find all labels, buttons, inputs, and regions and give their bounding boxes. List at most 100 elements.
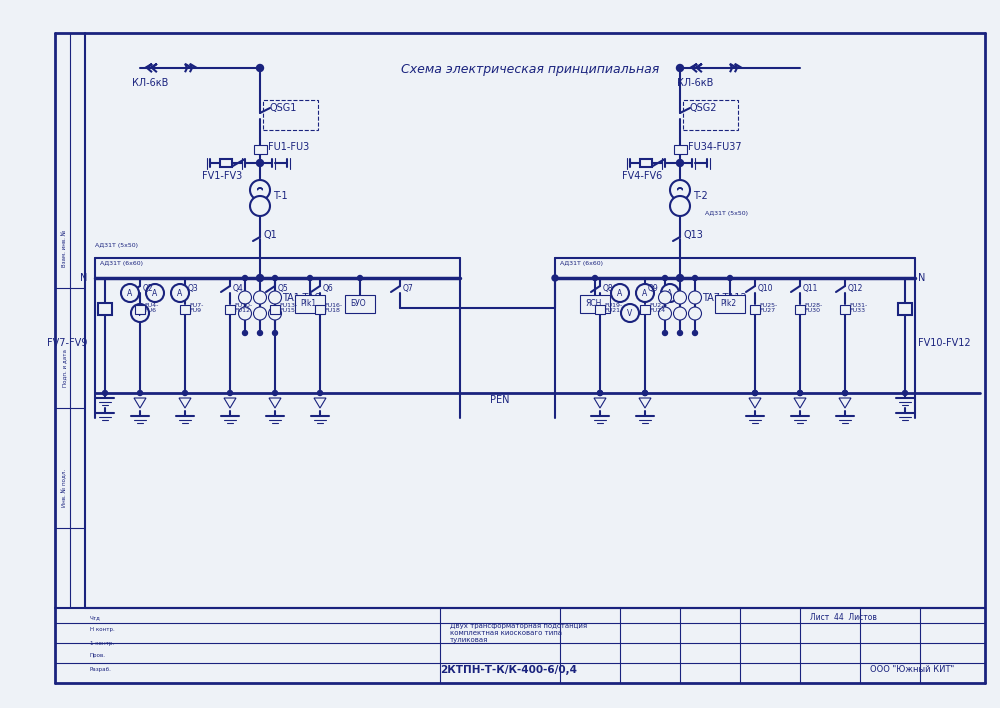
Circle shape [642, 391, 648, 396]
Circle shape [308, 275, 312, 280]
Text: Инв. № подл.: Инв. № подл. [62, 469, 68, 507]
Circle shape [592, 275, 598, 280]
Text: FU16-
FU18: FU16- FU18 [324, 302, 342, 314]
Bar [750, 304, 760, 314]
Text: Q2: Q2 [143, 283, 154, 292]
Text: FV1-FV3: FV1-FV3 [202, 171, 242, 181]
Circle shape [242, 331, 248, 336]
Circle shape [146, 284, 164, 302]
Circle shape [598, 391, 602, 396]
Circle shape [171, 284, 189, 302]
Text: АД31Т (5x50): АД31Т (5x50) [95, 244, 138, 249]
Bar [795, 304, 805, 314]
Circle shape [658, 291, 672, 304]
Text: Q12: Q12 [848, 283, 863, 292]
Circle shape [662, 331, 668, 336]
Circle shape [661, 284, 679, 302]
Circle shape [798, 391, 802, 396]
Text: БУО: БУО [350, 299, 366, 309]
Bar [135, 304, 145, 314]
Polygon shape [179, 398, 191, 408]
Bar [595, 304, 605, 314]
Text: Q10: Q10 [758, 283, 774, 292]
Circle shape [239, 291, 252, 304]
Text: V: V [137, 309, 143, 317]
Text: A: A [152, 288, 158, 297]
Bar [640, 304, 650, 314]
Text: Лист  44  Листов: Лист 44 Листов [810, 614, 877, 622]
Polygon shape [794, 398, 806, 408]
Circle shape [242, 275, 248, 280]
Circle shape [798, 391, 802, 396]
Bar [840, 304, 850, 314]
Text: QSG1: QSG1 [270, 103, 297, 113]
Circle shape [636, 284, 654, 302]
Text: FU31-
FU33: FU31- FU33 [849, 302, 867, 314]
Polygon shape [224, 398, 236, 408]
Text: ООО "Южный КИТ": ООО "Южный КИТ" [870, 666, 954, 675]
Text: Q9: Q9 [648, 283, 659, 292]
Text: T-2: T-2 [693, 191, 708, 201]
Text: ЯСН: ЯСН [585, 299, 601, 309]
Text: Q7: Q7 [403, 283, 414, 292]
Polygon shape [594, 398, 606, 408]
Text: FU34-FU37: FU34-FU37 [688, 142, 742, 152]
Circle shape [670, 180, 690, 200]
Text: Q4: Q4 [233, 283, 244, 292]
Circle shape [676, 64, 684, 72]
Text: FV4-FV6: FV4-FV6 [622, 171, 662, 181]
Circle shape [254, 291, 266, 304]
Text: N: N [80, 273, 87, 283]
Circle shape [692, 331, 698, 336]
Circle shape [678, 331, 682, 336]
Polygon shape [749, 398, 761, 408]
Circle shape [272, 331, 278, 336]
Text: КЛ-6кВ: КЛ-6кВ [132, 78, 168, 88]
Circle shape [138, 391, 143, 396]
Text: Н контр.: Н контр. [90, 627, 115, 632]
Text: FU1-FU3: FU1-FU3 [268, 142, 309, 152]
Text: A: A [667, 288, 673, 297]
Circle shape [239, 307, 252, 320]
Circle shape [611, 284, 629, 302]
Circle shape [676, 159, 684, 166]
Circle shape [902, 391, 908, 396]
Circle shape [103, 391, 108, 396]
Text: Подп. и дата: Подп. и дата [62, 349, 68, 387]
Circle shape [258, 331, 262, 336]
Text: Q8: Q8 [603, 283, 614, 292]
Text: Двух трансформаторная подстанция
комплектная киосковаго типа
туликовая: Двух трансформаторная подстанция комплек… [450, 623, 587, 643]
Circle shape [250, 180, 270, 200]
Circle shape [256, 159, 264, 166]
Polygon shape [134, 398, 146, 408]
Bar [220, 159, 232, 166]
Text: A: A [642, 288, 648, 297]
Text: FU10-
FU12: FU10- FU12 [234, 302, 252, 314]
Circle shape [131, 304, 149, 322]
Text: A: A [617, 288, 623, 297]
Text: Чтд: Чтд [90, 615, 101, 620]
Bar [640, 159, 652, 166]
Polygon shape [269, 398, 281, 408]
Text: PEN: PEN [490, 395, 510, 405]
Circle shape [728, 275, 732, 280]
Circle shape [182, 391, 188, 396]
Text: Q6: Q6 [323, 283, 334, 292]
Bar [580, 295, 610, 313]
Circle shape [318, 391, 322, 396]
Text: FV7-FV9: FV7-FV9 [47, 338, 87, 348]
Bar [315, 304, 325, 314]
Circle shape [250, 196, 270, 216]
Circle shape [268, 307, 282, 320]
Text: Взам. инв. №: Взам. инв. № [62, 229, 68, 267]
Text: Q5: Q5 [278, 283, 289, 292]
Circle shape [753, 391, 758, 396]
Text: 1 контр.: 1 контр. [90, 641, 114, 646]
Text: Схема электрическая принципиальная: Схема электрическая принципиальная [401, 64, 659, 76]
Circle shape [552, 275, 558, 281]
Polygon shape [839, 398, 851, 408]
Text: FU19-
FU21: FU19- FU21 [604, 302, 622, 314]
Circle shape [662, 275, 668, 280]
Text: FU25-
FU27: FU25- FU27 [759, 302, 777, 314]
Circle shape [256, 275, 264, 282]
